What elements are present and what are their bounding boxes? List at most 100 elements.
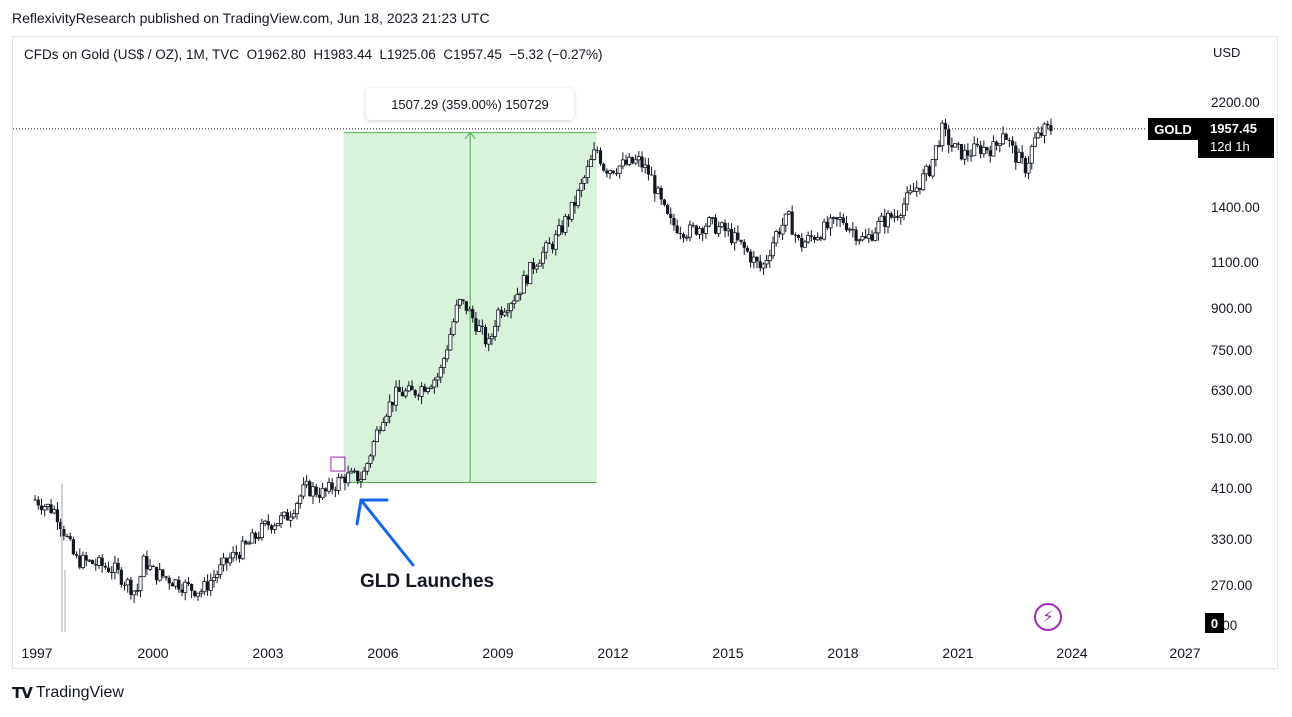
candle [441,356,446,374]
candle [742,239,746,255]
candle [362,466,367,480]
candle [866,228,871,244]
candle [365,462,370,476]
candle [317,487,321,503]
candle [802,239,807,248]
candle [371,439,376,461]
candle [541,246,546,269]
symbol-badge: GOLD [1148,118,1198,140]
candle [598,147,603,166]
legend-symbol: CFDs on Gold (US$ / OZ), 1M, TVC [24,47,240,62]
candle [186,577,191,587]
candle [1029,144,1034,170]
candle [563,213,568,236]
candle [457,298,462,309]
tradingview-logo[interactable]: 𝗧𝗩 TradingView [12,684,124,702]
candle [164,575,168,581]
candle [96,555,101,569]
candle [1014,141,1018,170]
candle [953,143,958,148]
candle [691,222,695,228]
legend-open: 1962.80 [257,47,306,62]
candle [758,254,762,272]
candle [45,503,50,511]
candle [800,233,804,252]
candle [509,301,514,319]
candle [346,465,351,487]
candle [87,559,92,563]
gld-launch-marker [330,456,346,472]
candle [106,561,111,574]
candle [90,559,95,565]
candle [921,168,926,192]
candle [394,380,399,412]
lightning-icon[interactable]: ⚡ [1034,603,1062,631]
candle [851,221,855,238]
candle [771,236,776,260]
candle [694,224,698,236]
candle [518,292,523,301]
candle [997,143,1002,153]
legend-change: −5.32 (−0.27%) [509,47,603,62]
candle [231,546,236,562]
candle [125,577,130,593]
candle [793,232,797,243]
candle [445,345,450,363]
candle [403,387,408,399]
candle [291,509,296,520]
legend-low: 1925.06 [387,47,436,62]
time-tick-label: 2021 [942,645,973,661]
candle [620,152,625,170]
candle [825,216,829,231]
candle [755,256,759,269]
candle [879,212,884,222]
candle [259,518,264,541]
candle [505,302,510,318]
candle [177,575,181,593]
candle [483,324,488,348]
candle [822,218,827,241]
candle [930,159,935,179]
candle [812,234,817,243]
tradingview-logo-icon: 𝗧𝗩 [12,685,33,702]
candle [218,557,223,579]
candle [537,259,542,267]
candle [1020,145,1024,165]
chart-frame[interactable] [12,36,1278,669]
candle [716,221,721,238]
candle [78,548,82,570]
price-tick-label: 630.00 [1211,383,1252,398]
candle [1007,137,1011,148]
candle [343,473,347,491]
candle [975,137,980,148]
candle [633,154,638,165]
candle [835,216,839,227]
time-tick-label: 2018 [827,645,858,661]
candle [617,165,622,179]
legend-low-label: L [379,47,387,62]
candle [211,569,216,588]
candle [687,220,692,242]
candle [819,235,823,242]
legend-close-label: C [443,47,454,62]
candle [732,227,737,251]
candle [988,145,992,163]
candle [767,249,772,269]
candle [681,232,686,243]
candle [339,473,344,479]
candle [950,137,954,152]
price-tick-label: 510.00 [1211,431,1252,446]
candle [336,473,341,495]
candle [154,566,159,585]
candle [1032,132,1037,148]
candle [512,295,517,309]
candle [227,552,232,567]
candle [544,240,549,260]
candle [138,575,143,598]
tradingview-brand: TradingView [35,684,124,701]
candle [435,372,440,388]
candle [1010,136,1015,154]
candle [438,364,443,384]
candle [665,203,670,215]
